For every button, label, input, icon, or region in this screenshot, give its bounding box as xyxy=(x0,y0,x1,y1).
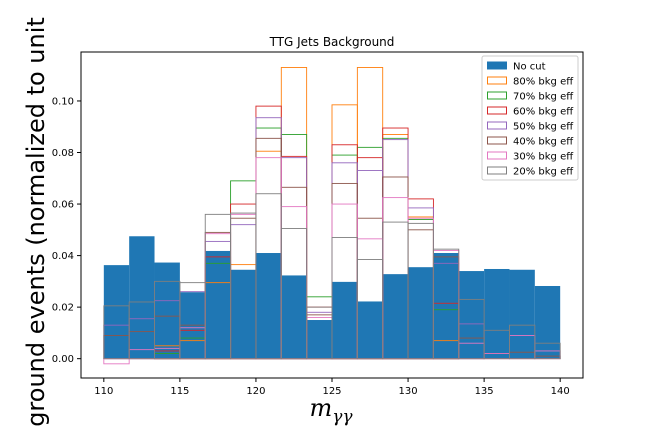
step-bin xyxy=(458,298,485,360)
step-bin xyxy=(534,342,561,360)
legend-label: 50% bkg eff xyxy=(513,122,574,133)
x-axis-label: mγγ xyxy=(309,394,353,427)
bar xyxy=(281,275,307,359)
x-tick-label: 110 xyxy=(94,386,113,397)
legend-frame xyxy=(481,55,579,181)
chart-title: TTG Jets Background xyxy=(269,35,395,49)
step-bin xyxy=(280,228,308,360)
bar xyxy=(255,253,282,359)
x-tick-label: 120 xyxy=(246,386,265,397)
legend-swatch xyxy=(487,151,507,160)
legend-label: 70% bkg eff xyxy=(513,92,574,103)
bar xyxy=(332,281,358,359)
bar xyxy=(408,267,434,359)
legend-item: 60% bkg eff xyxy=(487,106,574,118)
x-tick-label: 140 xyxy=(551,386,570,397)
legend-item: 40% bkg eff xyxy=(487,136,574,148)
legend-item: 30% bkg eff xyxy=(487,151,574,163)
bar xyxy=(205,250,231,359)
bar xyxy=(306,320,332,359)
y-tick-label: 0.10 xyxy=(52,96,74,107)
y-tick-label: 0.06 xyxy=(52,200,74,211)
legend-swatch xyxy=(487,106,507,115)
y-axis-label: ground events (normalized to unit xyxy=(22,17,50,427)
y-tick-label: 0.02 xyxy=(52,303,74,314)
legend-swatch xyxy=(487,121,507,130)
y-tick-label: 0.00 xyxy=(52,354,74,365)
legend-item: 50% bkg eff xyxy=(487,121,574,133)
bar xyxy=(129,236,155,359)
legend-item: 20% bkg eff xyxy=(487,166,574,178)
bar xyxy=(433,253,459,359)
legend: No cut 80% bkg eff 70% bkg eff 60% bkg eff 5… xyxy=(481,55,579,181)
legend-item: No cut xyxy=(487,61,546,73)
x-tick-label: 125 xyxy=(322,386,341,397)
bar xyxy=(458,271,485,359)
bar xyxy=(534,285,561,359)
bar xyxy=(103,265,130,359)
legend-item: 80% bkg eff xyxy=(487,76,574,88)
y-tick-label: 0.04 xyxy=(52,251,74,262)
x-axis: 110 115 120 125 130 135 140 xyxy=(94,378,570,397)
x-tick-label: 130 xyxy=(399,386,418,397)
bar xyxy=(154,262,180,359)
step-bin xyxy=(509,324,536,360)
y-tick-label: 0.08 xyxy=(52,148,74,159)
legend-swatch xyxy=(487,166,507,175)
bar xyxy=(382,274,409,359)
legend-swatch xyxy=(487,136,507,145)
legend-swatch xyxy=(487,91,507,100)
legend-label: No cut xyxy=(513,62,546,73)
legend-swatch xyxy=(487,76,507,85)
y-axis: 0.00 0.02 0.04 0.06 0.08 0.10 xyxy=(52,96,81,365)
x-tick-label: 115 xyxy=(170,386,189,397)
plot-area xyxy=(103,67,561,365)
bar xyxy=(509,269,535,359)
bar xyxy=(230,269,256,359)
legend-item: 70% bkg eff xyxy=(487,91,574,103)
x-tick-label: 135 xyxy=(475,386,494,397)
bar xyxy=(357,301,383,359)
legend-label: 80% bkg eff xyxy=(513,77,574,88)
legend-swatch xyxy=(487,61,507,70)
legend-label: 30% bkg eff xyxy=(513,152,574,163)
legend-label: 40% bkg eff xyxy=(513,137,574,148)
series-20pct-bkg-eff xyxy=(103,193,561,360)
legend-label: 20% bkg eff xyxy=(513,167,574,178)
bar xyxy=(484,268,510,359)
legend-label: 60% bkg eff xyxy=(513,107,574,118)
